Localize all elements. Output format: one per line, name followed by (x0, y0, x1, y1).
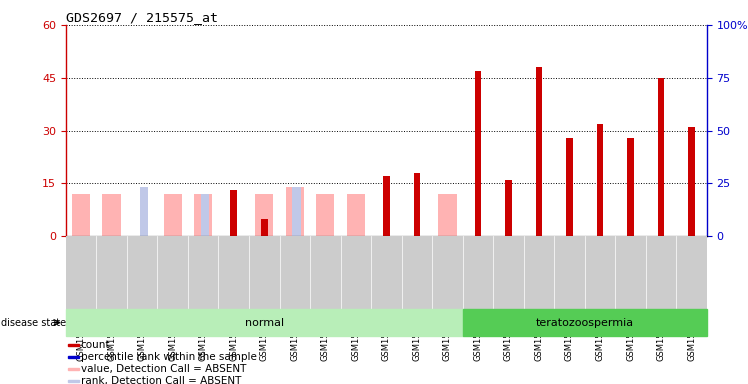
Text: percentile rank within the sample: percentile rank within the sample (81, 352, 257, 362)
Bar (68, 344, 79, 346)
Text: value, Detection Call = ABSENT: value, Detection Call = ABSENT (81, 364, 246, 374)
Bar (261, 218, 268, 236)
Bar (230, 190, 237, 236)
Bar (566, 137, 573, 236)
Bar (316, 194, 334, 236)
Text: disease state: disease state (1, 318, 67, 328)
Text: GDS2697 / 215575_at: GDS2697 / 215575_at (66, 11, 218, 24)
Bar (383, 176, 390, 236)
Bar (68, 356, 79, 358)
Text: teratozoospermia: teratozoospermia (536, 318, 634, 328)
Bar (505, 180, 512, 236)
Bar (102, 194, 120, 236)
Text: rank, Detection Call = ABSENT: rank, Detection Call = ABSENT (81, 376, 241, 384)
Bar (164, 194, 182, 236)
Bar (68, 380, 79, 382)
Bar (474, 71, 481, 236)
Bar (688, 127, 695, 236)
Bar (66, 309, 463, 336)
Bar (346, 194, 365, 236)
Bar (72, 194, 91, 236)
Bar (292, 187, 301, 236)
Text: count: count (81, 339, 110, 350)
Bar (286, 187, 304, 236)
Bar (255, 194, 274, 236)
Bar (140, 187, 148, 236)
Bar (536, 67, 542, 236)
Bar (201, 194, 209, 236)
Bar (627, 137, 634, 236)
Bar (463, 309, 707, 336)
Bar (438, 194, 456, 236)
Bar (68, 368, 79, 369)
Text: normal: normal (245, 318, 283, 328)
Bar (194, 194, 212, 236)
Bar (414, 173, 420, 236)
Bar (597, 124, 604, 236)
Bar (657, 78, 664, 236)
